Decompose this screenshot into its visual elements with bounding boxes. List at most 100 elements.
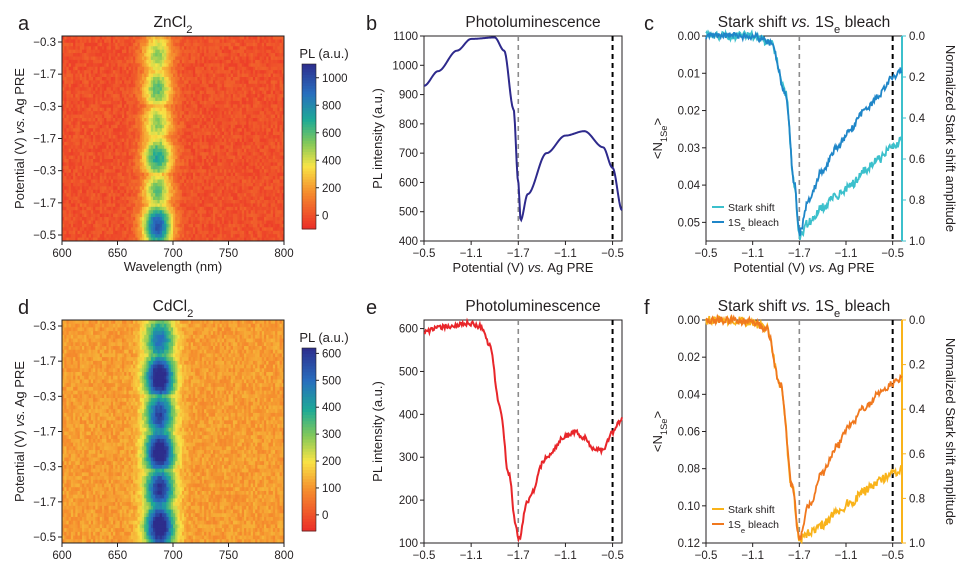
- heatmap-cell: [108, 100, 112, 105]
- heatmap-cell: [73, 83, 76, 88]
- heatmap-cell: [184, 107, 187, 112]
- heatmap-cell: [81, 94, 85, 98]
- heatmap-cell: [188, 155, 192, 160]
- heatmap-cell: [184, 63, 187, 68]
- heatmap-cell: [128, 83, 132, 88]
- heatmap-cell: [210, 124, 214, 129]
- heatmap-cell: [108, 63, 112, 68]
- heatmap-cell: [68, 73, 72, 78]
- heatmap-cell: [237, 124, 240, 129]
- heatmap-cell: [268, 152, 272, 156]
- heatmap-cell: [275, 100, 278, 105]
- heatmap-cell: [266, 148, 269, 153]
- heatmap-cell: [259, 104, 263, 109]
- heatmap-cell: [157, 165, 161, 170]
- heatmap-cell: [101, 176, 105, 180]
- heatmap-cell: [88, 141, 92, 146]
- heatmap-cell: [197, 53, 201, 57]
- heatmap-cell: [135, 121, 138, 126]
- heatmap-cell: [128, 155, 132, 160]
- heatmap-cell: [181, 46, 185, 51]
- heatmap-cell: [106, 94, 110, 98]
- heatmap-cell: [106, 70, 110, 74]
- heatmap-cell: [268, 135, 272, 139]
- heatmap-cell: [128, 121, 132, 126]
- heatmap-cell: [73, 63, 76, 68]
- heatmap-cell: [104, 36, 107, 40]
- heatmap-cell: [199, 152, 203, 156]
- heatmap-cell: [248, 135, 252, 139]
- heatmap-cell: [266, 42, 269, 47]
- heatmap-cell: [70, 172, 74, 177]
- heatmap-cell: [235, 176, 238, 180]
- heatmap-cell: [219, 70, 223, 74]
- heatmap-cell: [164, 131, 167, 136]
- heatmap-cell: [217, 107, 221, 112]
- heatmap-cell: [206, 90, 209, 95]
- heatmap-cell: [175, 141, 178, 146]
- heatmap-cell: [250, 107, 254, 112]
- heatmap-cell: [64, 70, 67, 74]
- heatmap-cell: [188, 114, 192, 119]
- heatmap-cell: [166, 124, 169, 129]
- heatmap-cell: [248, 97, 252, 102]
- heatmap-cell: [115, 97, 118, 102]
- heatmap-cell: [121, 169, 125, 174]
- heatmap-cell: [186, 145, 189, 150]
- heatmap-cell: [133, 141, 136, 146]
- heatmap-cell: [93, 141, 96, 146]
- heatmap-cell: [239, 128, 243, 133]
- heatmap-cell: [153, 145, 156, 150]
- heatmap-cell: [179, 100, 183, 105]
- heatmap-cell: [137, 53, 141, 57]
- heatmap-cell: [248, 165, 252, 170]
- heatmap-cell: [268, 124, 272, 129]
- heatmap-cell: [150, 114, 154, 119]
- heatmap-cell: [255, 124, 258, 129]
- heatmap-cell: [239, 36, 243, 40]
- heatmap-cell: [168, 100, 172, 105]
- heatmap-cell: [168, 121, 172, 126]
- heatmap-cell: [66, 176, 70, 180]
- heatmap-cell: [86, 114, 90, 119]
- heatmap-cell: [281, 39, 285, 44]
- heatmap-cell: [237, 169, 240, 174]
- heatmap-cell: [150, 131, 154, 136]
- heatmap-cell: [166, 97, 169, 102]
- heatmap-cell: [117, 159, 121, 163]
- heatmap-cell: [272, 111, 276, 115]
- heatmap-cell: [75, 59, 78, 64]
- heatmap-cell: [261, 104, 265, 109]
- heatmap-cell: [226, 169, 229, 174]
- heatmap-cell: [124, 131, 127, 136]
- heatmap-cell: [75, 73, 78, 78]
- heatmap-cell: [64, 176, 67, 180]
- heatmap-cell: [199, 73, 203, 78]
- heatmap-cell: [75, 56, 78, 61]
- heatmap-cell: [77, 131, 81, 136]
- heatmap-cell: [175, 90, 178, 95]
- heatmap-cell: [128, 159, 132, 163]
- heatmap-cell: [279, 107, 283, 112]
- heatmap-cell: [197, 165, 201, 170]
- heatmap-cell: [106, 169, 110, 174]
- heatmap-cell: [272, 169, 276, 174]
- heatmap-cell: [272, 114, 276, 119]
- heatmap-cell: [239, 176, 243, 180]
- heatmap-cell: [186, 73, 189, 78]
- heatmap-cell: [73, 135, 76, 139]
- heatmap-cell: [153, 165, 156, 170]
- heatmap-cell: [215, 80, 218, 85]
- heatmap-cell: [232, 138, 236, 143]
- heatmap-cell: [135, 42, 138, 47]
- heatmap-cell: [121, 121, 125, 126]
- heatmap-cell: [232, 135, 236, 139]
- heatmap-cell: [275, 155, 278, 160]
- heatmap-cell: [84, 80, 87, 85]
- heatmap-cell: [237, 49, 240, 54]
- heatmap-cell: [255, 80, 258, 85]
- heatmap-cell: [68, 83, 72, 88]
- heatmap-cell: [84, 138, 87, 143]
- heatmap-cell: [159, 145, 163, 150]
